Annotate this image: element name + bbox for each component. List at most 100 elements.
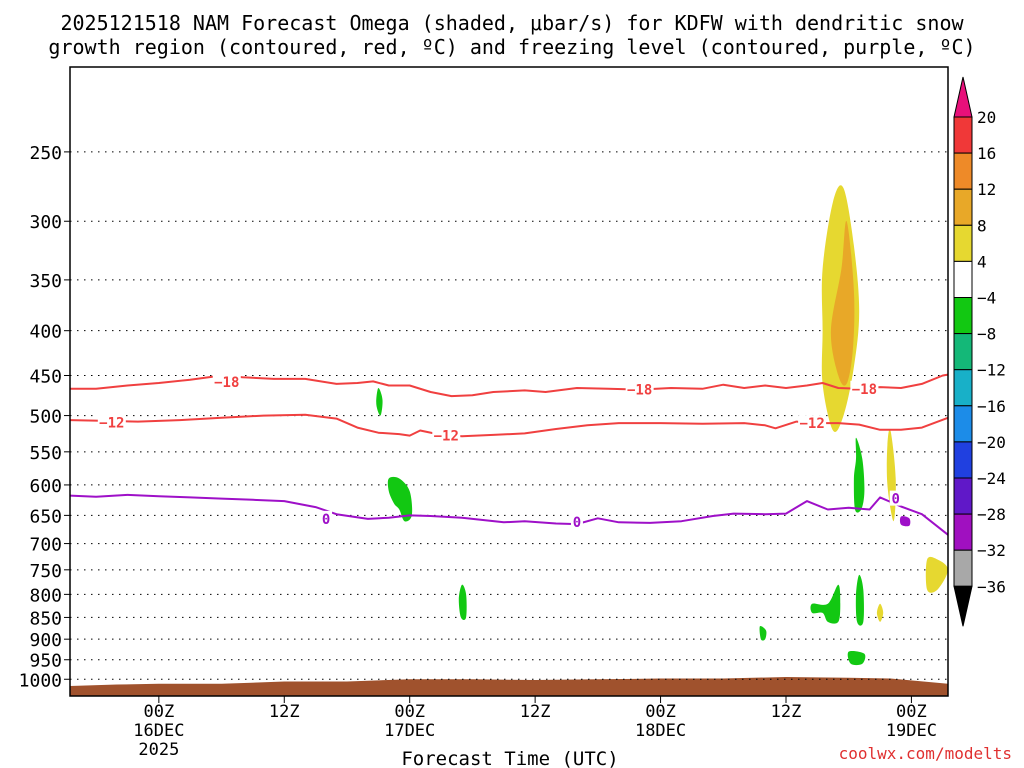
colorbar-label-10: −24 xyxy=(977,469,1006,488)
y-tick-label-900: 900 xyxy=(29,630,62,651)
contour-label-bg-0-2 xyxy=(889,490,902,506)
colorbar-label-13: −36 xyxy=(977,577,1006,596)
x-tick-label-1-0: 12Z xyxy=(269,702,300,722)
colorbar: 20 16 12 8 4 −4 −8 −12 −16 −20 −24 −28 −32 −36 xyxy=(953,76,1006,627)
plot-frame xyxy=(69,66,949,697)
x-tick-label-3-0: 12Z xyxy=(520,702,551,722)
contour-label-bg--12-0 xyxy=(97,414,126,430)
colorbar-bin-11 xyxy=(953,477,973,515)
colorbar-bin-4 xyxy=(953,224,973,262)
x-tick-label-5-0: 12Z xyxy=(771,702,802,722)
colorbar-label-7: −12 xyxy=(977,361,1006,380)
x-tick-label-6-1: 19DEC xyxy=(886,721,937,741)
omega-region-3 xyxy=(925,556,948,593)
contour-label--12-1: −12 xyxy=(434,429,459,445)
colorbar-label-9: −20 xyxy=(977,433,1006,452)
omega-region-4 xyxy=(876,603,884,622)
y-tick-label-350: 350 xyxy=(29,271,62,292)
colorbar-label-1: 16 xyxy=(977,144,996,163)
colorbar-bin-8 xyxy=(953,369,973,407)
omega-region-8 xyxy=(853,437,865,513)
x-tick-label-4-1: 18DEC xyxy=(635,721,686,741)
contour-label-bg-0-0 xyxy=(320,510,333,526)
x-tick-label-2-1: 17DEC xyxy=(384,721,435,741)
y-tick-label-750: 750 xyxy=(29,561,62,582)
contour-label-bg--12-2 xyxy=(798,415,827,431)
plot-area: −18 −18 −18 −12 −12 −12 0 0 0 xyxy=(70,151,948,696)
y-tick-label-250: 250 xyxy=(29,143,62,164)
contour-label-bg-0-1 xyxy=(570,513,583,529)
y-tick-label-700: 700 xyxy=(29,535,62,556)
contour-label-0-2: 0 xyxy=(892,492,900,508)
omega-region-9 xyxy=(810,584,841,624)
colorbar-bin-12 xyxy=(953,513,973,551)
x-tick-label-6-0: 00Z xyxy=(896,702,927,722)
colorbar-bin-9 xyxy=(953,405,973,443)
colorbar-label-12: −32 xyxy=(977,541,1006,560)
y-tick-label-650: 650 xyxy=(29,506,62,527)
y-tick-label-800: 800 xyxy=(29,585,62,606)
x-axis-label: Forecast Time (UTC) xyxy=(401,748,618,768)
y-tick-label-850: 850 xyxy=(29,608,62,629)
omega-region-6 xyxy=(387,476,413,522)
y-tick-label-600: 600 xyxy=(29,476,62,497)
contour-label-0-1: 0 xyxy=(573,515,581,531)
contour-label--12-2: −12 xyxy=(799,416,824,432)
colorbar-label-3: 8 xyxy=(977,216,987,235)
contour-label-bg--18-2 xyxy=(850,380,879,396)
contour-label--18-0: −18 xyxy=(214,375,239,391)
colorbar-label-2: 12 xyxy=(977,180,996,199)
y-tick-label-400: 400 xyxy=(29,322,62,343)
colorbar-bin-3 xyxy=(953,188,973,226)
y-tick-label-300: 300 xyxy=(29,212,62,233)
colorbar-label-11: −28 xyxy=(977,505,1006,524)
colorbar-label-6: −8 xyxy=(977,325,996,344)
y-tick-label-450: 450 xyxy=(29,366,62,387)
y-tick-label-550: 550 xyxy=(29,443,62,464)
omega-region-1 xyxy=(830,220,855,386)
y-tick-label-950: 950 xyxy=(29,651,62,672)
colorbar-label-8: −16 xyxy=(977,397,1006,416)
x-tick-label-2-0: 00Z xyxy=(394,702,425,722)
x-tick-label-4-0: 00Z xyxy=(645,702,676,722)
contour-label-bg--12-1 xyxy=(432,427,461,443)
omega-region-7 xyxy=(458,584,467,621)
contour-label-0-0: 0 xyxy=(322,512,330,528)
y-tick-label-1000: 1000 xyxy=(19,670,62,691)
colorbar-bin-2 xyxy=(953,152,973,190)
x-tick-label-0-2: 2025 xyxy=(138,740,179,760)
colorbar-bin-13 xyxy=(953,549,973,587)
omega-region-12 xyxy=(759,625,767,641)
omega-region-10 xyxy=(855,574,864,626)
surface-terrain xyxy=(70,677,948,696)
colorbar-bin-7 xyxy=(953,333,973,371)
contour-line--12 xyxy=(70,413,948,438)
credit-text[interactable]: coolwx.com/modelts xyxy=(838,744,1012,763)
y-tick-label-500: 500 xyxy=(29,407,62,428)
axes: 2503003504004505005506006507007508008509… xyxy=(19,66,949,760)
x-tick-label-0-1: 16DEC xyxy=(133,721,184,741)
contour-line--18 xyxy=(70,373,948,398)
contour-label--18-2: −18 xyxy=(852,382,877,398)
colorbar-label-4: 4 xyxy=(977,252,987,271)
colorbar-label-5: −4 xyxy=(977,289,996,308)
colorbar-bin-1 xyxy=(953,116,973,154)
colorbar-bin-10 xyxy=(953,441,973,479)
colorbar-label-0: 20 xyxy=(977,108,996,127)
chart-title-line2: growth region (contoured, red, ºC) and f… xyxy=(48,35,976,59)
chart-title-line1: 2025121518 NAM Forecast Omega (shaded, μ… xyxy=(60,11,964,35)
contour-label--12-0: −12 xyxy=(99,415,124,431)
omega-region-5 xyxy=(376,387,383,416)
x-tick-label-0-0: 00Z xyxy=(143,702,174,722)
colorbar-bin-5 xyxy=(953,260,973,298)
omega-region-11 xyxy=(847,650,866,666)
contour-line-0 xyxy=(70,493,948,536)
contour-label--18-1: −18 xyxy=(627,383,652,399)
contour-label-bg--18-0 xyxy=(212,374,241,390)
contour-label-bg--18-1 xyxy=(625,381,654,397)
colorbar-bin-6 xyxy=(953,297,973,335)
colorbar-top-arrow xyxy=(953,76,973,118)
omega-region-13 xyxy=(899,516,911,527)
colorbar-bottom-arrow xyxy=(953,585,973,627)
